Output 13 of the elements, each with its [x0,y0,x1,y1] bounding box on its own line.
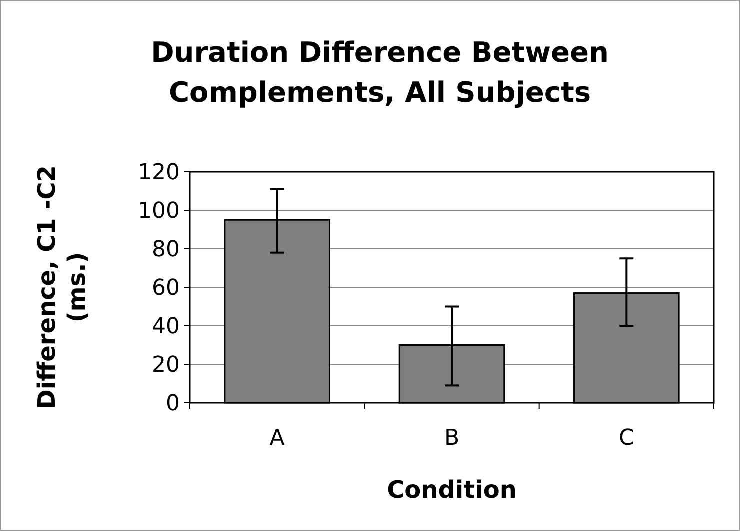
chart-title: Duration Difference Between Complements, All Subjects [151,36,609,109]
y-tick-label: 20 [152,353,180,378]
y-tick-label: 120 [138,160,180,186]
y-tick-label: 100 [138,199,180,224]
x-tick-label: C [618,426,634,451]
y-tick-label: 40 [152,314,180,340]
y-tick-label: 80 [152,238,180,263]
y-axis-title: Difference, C1 -C2 (ms.) [33,166,91,410]
x-axis-title: Condition [387,476,517,504]
y-tick-label: 0 [166,392,180,417]
x-tick-label: A [270,426,285,451]
x-tick-label: B [444,426,460,451]
y-tick-label: 60 [152,276,180,302]
